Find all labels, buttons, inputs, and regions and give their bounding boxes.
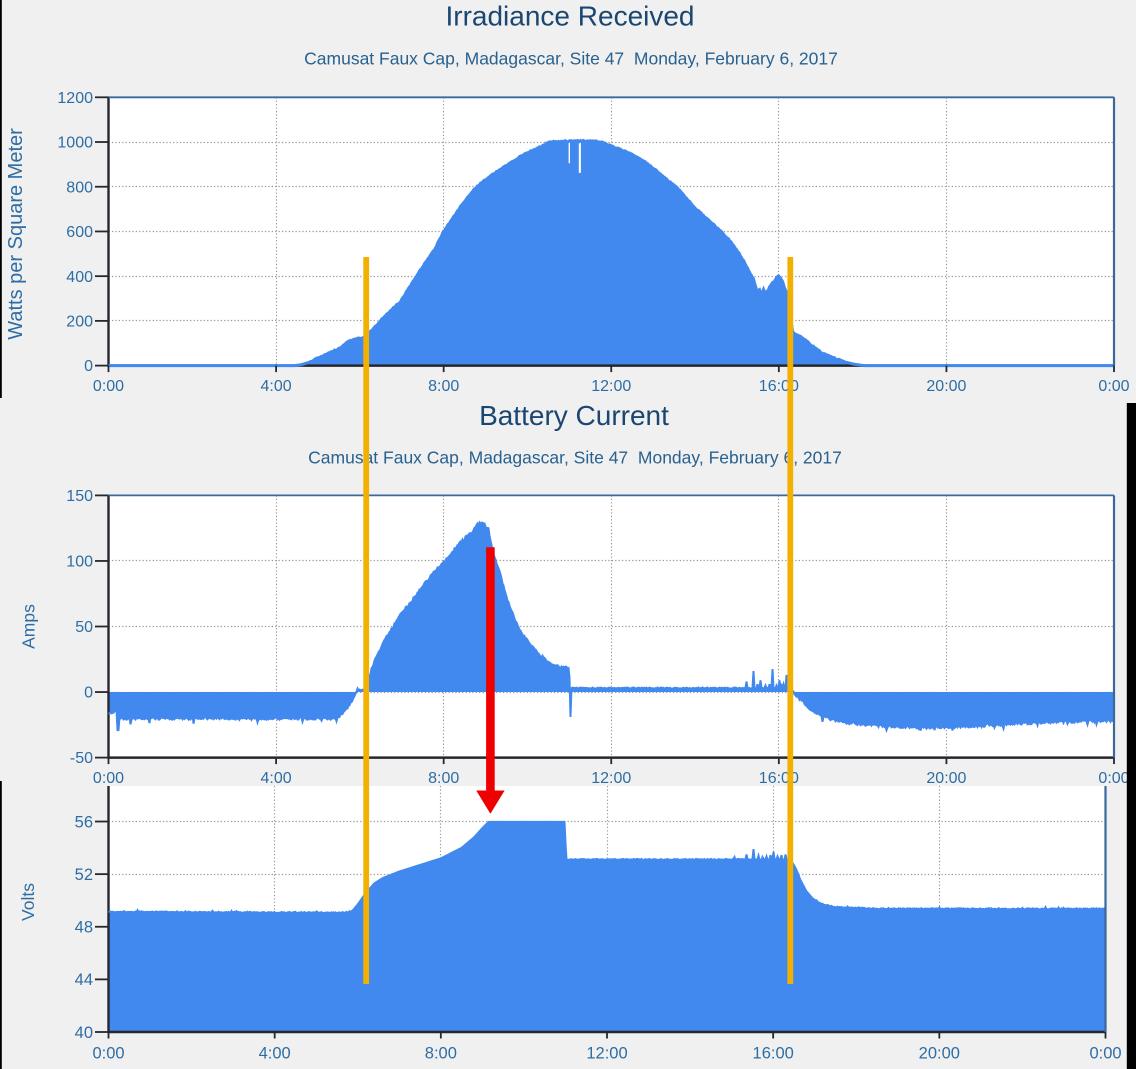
svg-text:Watts per Square Meter: Watts per Square Meter: [5, 128, 27, 340]
svg-text:20:00: 20:00: [919, 1045, 960, 1063]
svg-text:48: 48: [75, 919, 93, 937]
svg-text:4:00: 4:00: [261, 378, 292, 395]
svg-text:Camusat Faux Cap, Madagascar,: Camusat Faux Cap, Madagascar, Site 47 Mo…: [308, 448, 842, 468]
svg-text:0: 0: [84, 685, 93, 702]
svg-text:52: 52: [75, 866, 93, 884]
svg-text:100: 100: [66, 554, 93, 571]
svg-text:0:00: 0:00: [92, 1045, 124, 1063]
svg-text:1000: 1000: [57, 135, 93, 152]
svg-text:12:00: 12:00: [586, 1045, 627, 1063]
svg-text:Camusat Faux Cap, Madagascar,: Camusat Faux Cap, Madagascar, Site 47 Mo…: [304, 49, 838, 69]
svg-text:0:00: 0:00: [1098, 378, 1129, 395]
svg-text:Battery Current: Battery Current: [479, 400, 669, 431]
svg-text:4:00: 4:00: [259, 1045, 291, 1063]
svg-text:20:00: 20:00: [926, 770, 966, 787]
svg-text:1200: 1200: [57, 90, 93, 107]
svg-text:8:00: 8:00: [428, 770, 459, 787]
svg-text:12:00: 12:00: [591, 770, 631, 787]
svg-text:Amps: Amps: [19, 604, 39, 649]
svg-text:200: 200: [66, 313, 93, 330]
svg-text:600: 600: [66, 224, 93, 241]
svg-text:12:00: 12:00: [591, 378, 631, 395]
svg-text:8:00: 8:00: [428, 378, 459, 395]
svg-text:56: 56: [75, 813, 93, 831]
svg-text:4:00: 4:00: [261, 770, 292, 787]
svg-text:150: 150: [66, 488, 93, 505]
svg-text:0:00: 0:00: [1098, 770, 1129, 787]
svg-text:Volts: Volts: [18, 883, 38, 921]
svg-text:50: 50: [75, 619, 93, 636]
svg-text:8:00: 8:00: [425, 1045, 457, 1063]
svg-text:20:00: 20:00: [926, 378, 966, 395]
svg-text:0:00: 0:00: [1089, 1045, 1121, 1063]
svg-text:0:00: 0:00: [93, 378, 124, 395]
svg-text:44: 44: [75, 971, 93, 989]
svg-text:0: 0: [84, 358, 93, 375]
svg-text:400: 400: [66, 269, 93, 286]
svg-text:0:00: 0:00: [93, 770, 124, 787]
svg-text:40: 40: [75, 1024, 93, 1042]
svg-text:16:00: 16:00: [753, 1045, 794, 1063]
svg-text:Irradiance Received: Irradiance Received: [445, 1, 694, 32]
svg-text:-50: -50: [70, 750, 93, 767]
svg-text:800: 800: [66, 179, 93, 196]
